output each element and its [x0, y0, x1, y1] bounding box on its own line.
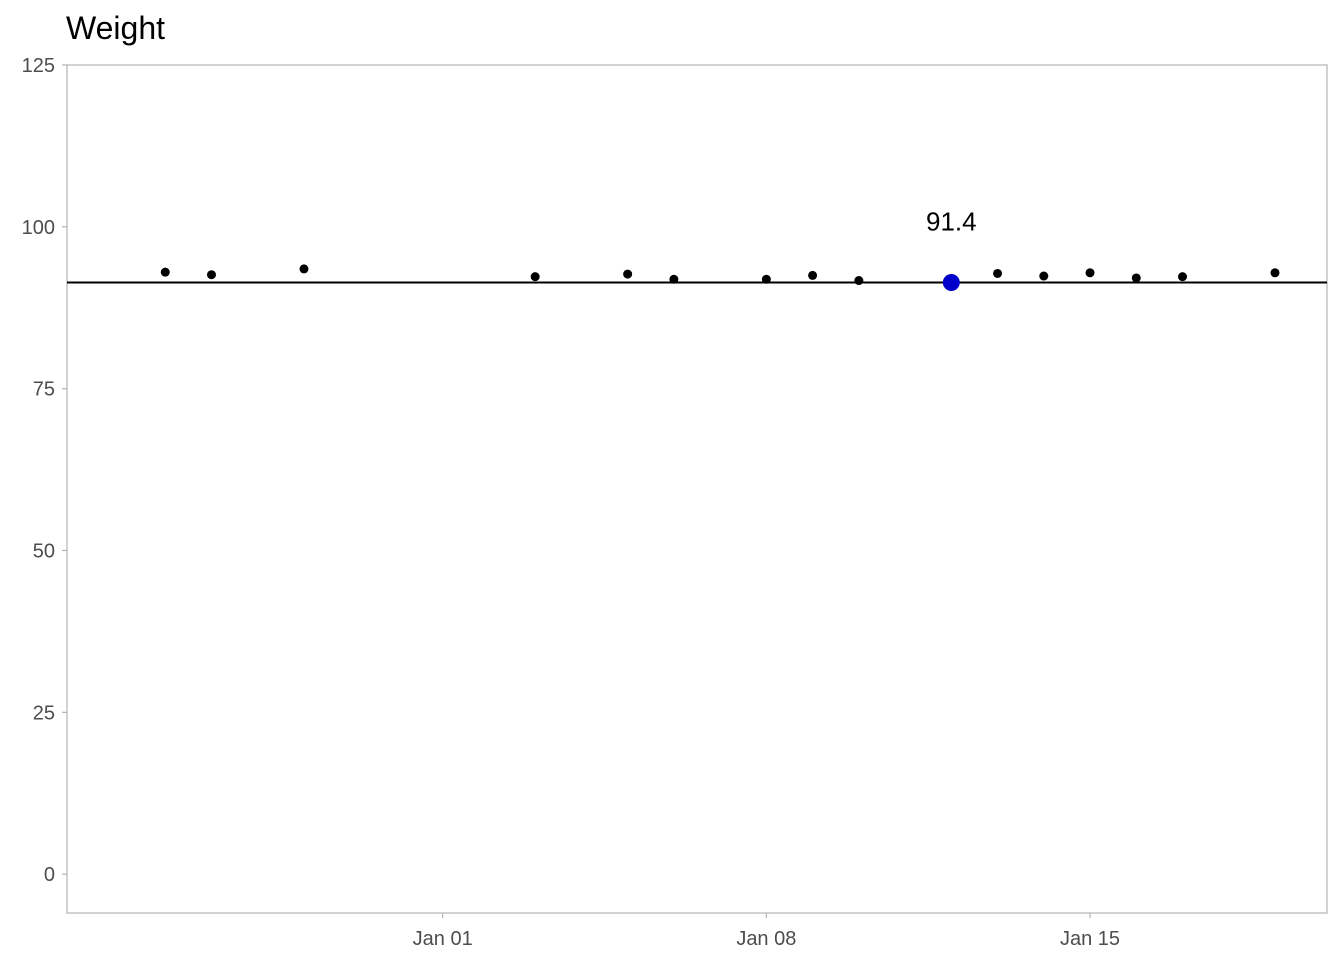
axes: 0 25 50 75 100 125 Jan 01 Jan 08 Jan 15 — [22, 55, 1328, 950]
y-tick-label: 50 — [33, 540, 55, 562]
data-point — [206, 270, 216, 280]
data-point — [808, 270, 818, 280]
data-point — [1270, 268, 1280, 278]
x-tick-label: Jan 01 — [413, 928, 473, 950]
y-tick-label: 125 — [22, 55, 55, 77]
x-tick-label: Jan 15 — [1060, 928, 1120, 950]
data-point — [1178, 272, 1188, 282]
chart-title: Weight — [66, 10, 166, 46]
highlight-layer: 91.4 — [926, 207, 977, 292]
data-point — [993, 268, 1003, 278]
highlight-value-label: 91.4 — [926, 207, 977, 237]
data-point — [160, 267, 170, 277]
highlight-point — [942, 274, 960, 292]
data-point — [1039, 271, 1049, 281]
data-point — [1085, 268, 1095, 278]
data-point — [530, 272, 540, 282]
data-point — [1131, 273, 1141, 283]
y-tick-label: 0 — [44, 864, 55, 886]
points-layer — [160, 264, 1280, 286]
y-tick-label: 100 — [22, 217, 55, 239]
data-point — [761, 274, 771, 284]
x-tick-label: Jan 08 — [736, 928, 796, 950]
data-point — [669, 274, 679, 284]
data-point — [854, 276, 864, 286]
y-tick-label: 75 — [33, 379, 55, 401]
data-point — [299, 264, 309, 274]
data-point — [623, 269, 633, 279]
y-tick-label: 25 — [33, 702, 55, 724]
plot-panel-border — [66, 64, 1328, 914]
